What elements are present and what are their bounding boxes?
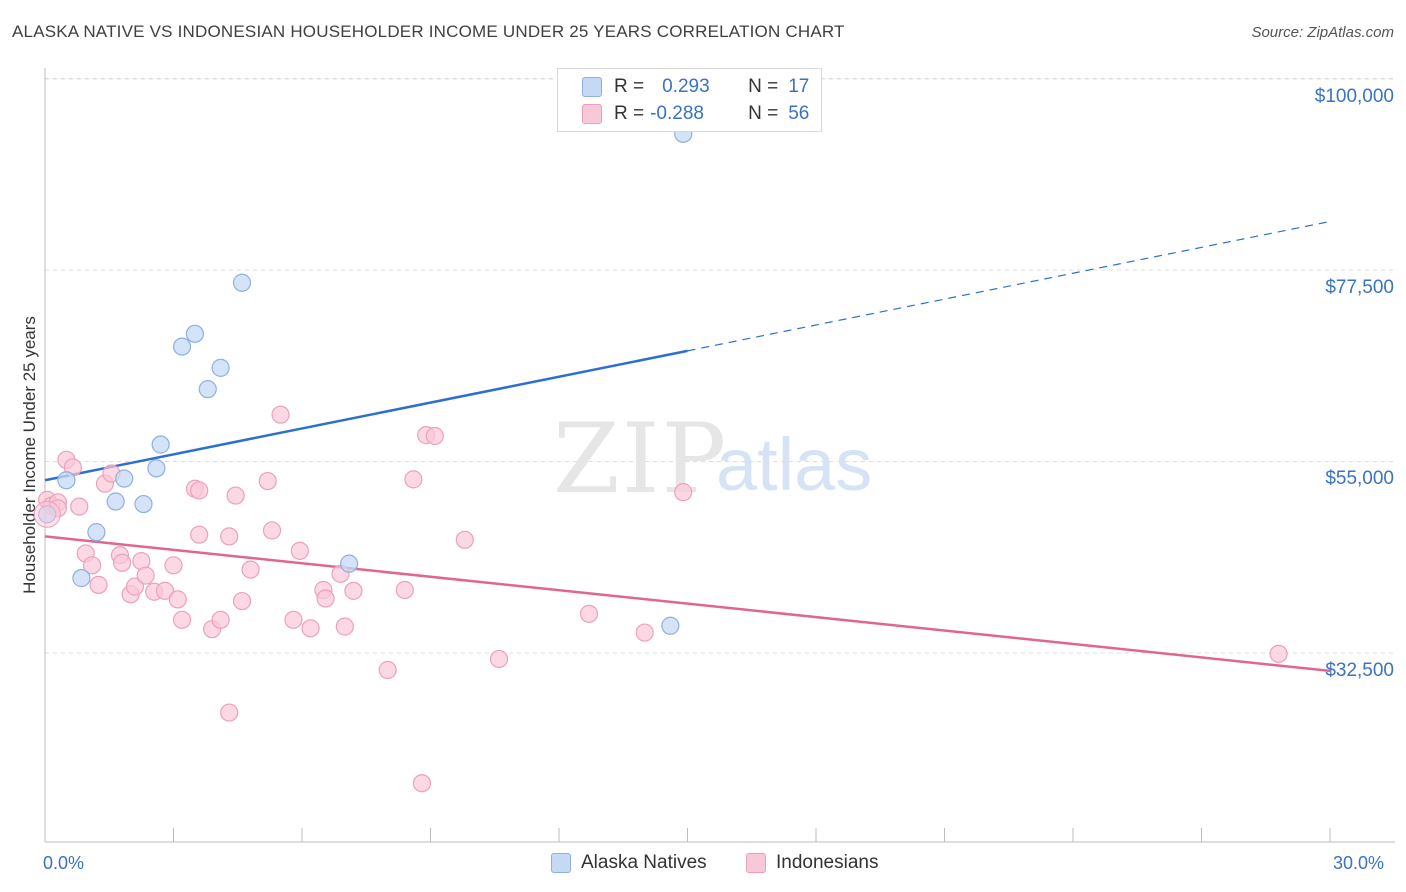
data-point-indonesians <box>226 486 245 505</box>
legend-r-value: 0.293 <box>662 76 710 97</box>
data-point-indonesians <box>190 481 209 500</box>
data-point-indonesians <box>271 405 290 424</box>
data-point-alaska <box>211 358 230 377</box>
data-point-indonesians <box>395 580 414 600</box>
data-points <box>33 124 1288 793</box>
correlation-legend: R = 0.293 N = 17 R = -0.288 N = 56 <box>557 68 822 132</box>
data-point-indonesians <box>168 590 187 609</box>
watermark-atlas: atlas <box>716 423 872 506</box>
data-point-alaska <box>115 469 134 488</box>
legend-swatch-blue <box>582 77 602 97</box>
data-point-alaska <box>57 471 76 490</box>
data-point-alaska <box>147 459 166 478</box>
chart-title: ALASKA NATIVE VS INDONESIAN HOUSEHOLDER … <box>12 22 845 41</box>
data-point-alaska <box>172 337 192 356</box>
legend-item-indonesians: Indonesians <box>746 852 878 874</box>
legend-n-value: 56 <box>788 103 810 124</box>
data-point-indonesians <box>136 566 155 585</box>
data-point-indonesians <box>262 521 282 540</box>
data-point-cluster <box>33 500 61 528</box>
data-point-alaska <box>134 494 153 514</box>
data-point-indonesians <box>335 617 354 636</box>
legend-n-value: 17 <box>788 76 810 97</box>
data-point-indonesians <box>425 426 444 446</box>
data-point-indonesians <box>635 623 654 642</box>
data-point-indonesians <box>164 556 183 575</box>
data-point-indonesians <box>344 581 363 600</box>
trend-lines <box>44 220 1331 673</box>
data-point-indonesians <box>232 591 252 611</box>
legend-swatch-pink <box>582 104 602 124</box>
data-point-indonesians <box>290 541 309 560</box>
data-point-indonesians <box>455 530 474 549</box>
data-point-indonesians <box>83 556 102 575</box>
y-tick-77500: $77,500 <box>1325 277 1394 298</box>
data-point-indonesians <box>220 527 239 546</box>
data-point-indonesians <box>112 553 132 572</box>
axes <box>44 68 1395 843</box>
legend-r-value: -0.288 <box>650 103 704 124</box>
y-tick-55000: $55,000 <box>1325 468 1394 489</box>
legend-item-alaska: Alaska Natives <box>551 852 707 874</box>
legend-n-label: N = <box>748 76 779 97</box>
data-point-indonesians <box>125 577 145 596</box>
data-point-indonesians <box>190 525 209 544</box>
data-point-indonesians <box>220 703 239 722</box>
legend-label-indonesians: Indonesians <box>776 852 879 873</box>
data-point-alaska <box>340 554 359 573</box>
data-point-indonesians <box>316 589 335 608</box>
data-point-alaska <box>232 273 252 292</box>
trend-line-alaska-extension <box>687 220 1331 352</box>
legend-r-label: R = <box>614 103 645 124</box>
data-point-indonesians <box>284 610 303 629</box>
y-tick-32500: $32,500 <box>1325 660 1394 681</box>
legend-r-label: R = <box>614 76 645 97</box>
data-point-indonesians <box>241 560 260 579</box>
data-point-indonesians <box>211 610 230 629</box>
data-point-indonesians <box>1269 644 1288 663</box>
legend-row-indonesian: R = -0.288 N = 56 <box>582 102 809 126</box>
watermark: ZIP atlas <box>553 403 872 515</box>
data-point-indonesians <box>70 497 89 516</box>
data-point-alaska <box>185 324 205 343</box>
data-point-indonesians <box>404 470 423 489</box>
data-point-indonesians <box>579 604 599 623</box>
legend-swatch-blue <box>551 853 571 873</box>
data-point-alaska <box>198 380 217 399</box>
y-tick-100000: $100,000 <box>1314 86 1394 107</box>
data-point-indonesians <box>155 581 175 600</box>
legend-n-label: N = <box>748 103 779 124</box>
watermark-zip: ZIP <box>553 403 728 515</box>
data-point-alaska <box>151 435 170 454</box>
legend-label-alaska: Alaska Natives <box>581 852 707 873</box>
data-point-indonesians <box>301 619 320 638</box>
trend-line-indonesians <box>44 535 1331 673</box>
data-point-indonesians <box>172 610 192 629</box>
data-point-indonesians <box>378 660 397 680</box>
data-point-indonesians <box>489 649 509 669</box>
trend-line-alaska <box>44 349 688 482</box>
legend-row-alaska: R = 0.293 N = 17 <box>582 75 809 99</box>
data-point-indonesians <box>674 483 693 502</box>
data-point-indonesians <box>412 774 432 793</box>
data-point-alaska <box>72 569 91 588</box>
data-point-alaska <box>106 492 125 511</box>
x-tick-min: 0.0% <box>43 853 85 873</box>
source-label: Source: ZipAtlas.com <box>1251 24 1394 41</box>
data-point-alaska <box>661 616 680 635</box>
data-point-indonesians <box>258 471 277 491</box>
data-point-alaska <box>87 523 106 542</box>
x-tick-max: 30.0% <box>1333 853 1385 873</box>
legend-swatch-pink <box>746 853 766 873</box>
data-point-indonesians <box>89 575 108 595</box>
